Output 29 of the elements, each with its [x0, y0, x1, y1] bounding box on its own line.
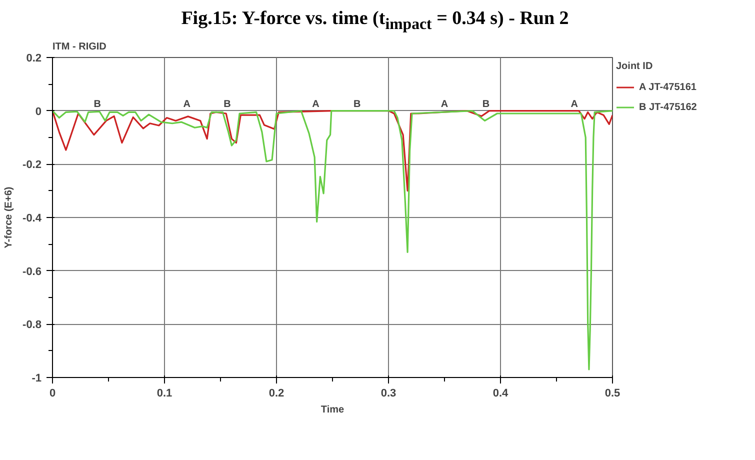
y-tick-label: -0.4 — [22, 212, 42, 224]
y-tick-label: -0.2 — [22, 159, 42, 172]
x-axis-title: Time — [320, 404, 345, 416]
annotation: B — [224, 98, 231, 110]
legend-label: B JT-475162 — [639, 102, 697, 112]
y-tick-label: 0.2 — [26, 52, 42, 64]
annotation: A — [570, 98, 578, 110]
annotation: B — [354, 98, 361, 110]
legend-label: A JT-475161 — [639, 82, 696, 92]
y-tick-label: -0.8 — [22, 319, 42, 332]
x-tick-label: 0.5 — [604, 388, 620, 400]
line-series — [52, 110, 612, 370]
chart-title: Fig.15: Y-force vs. time (t$_{impact}$ = 0.34 s) - Run 2 — [181, 7, 569, 35]
annotation: A — [183, 98, 191, 110]
y-tick-label: 0 — [35, 106, 42, 118]
x-tick-label: 0.4 — [492, 388, 510, 400]
x-tick-label: 0.2 — [268, 388, 284, 400]
legend-title: Joint ID — [616, 61, 654, 72]
annotation: B — [94, 98, 101, 110]
y-tick-label: -1 — [32, 372, 42, 384]
chart-subtitle: ITM - RIGID — [52, 42, 106, 52]
annotation: B — [482, 98, 490, 110]
x-tick-label: 0.3 — [380, 388, 396, 400]
x-tick-label: 0 — [49, 388, 56, 400]
x-tick-label: 0.1 — [156, 388, 172, 400]
y-axis-title: Y-force (E+6) — [4, 186, 15, 248]
annotation: A — [312, 98, 320, 110]
y-tick-label: -0.6 — [22, 266, 42, 278]
annotation: A — [440, 98, 448, 110]
